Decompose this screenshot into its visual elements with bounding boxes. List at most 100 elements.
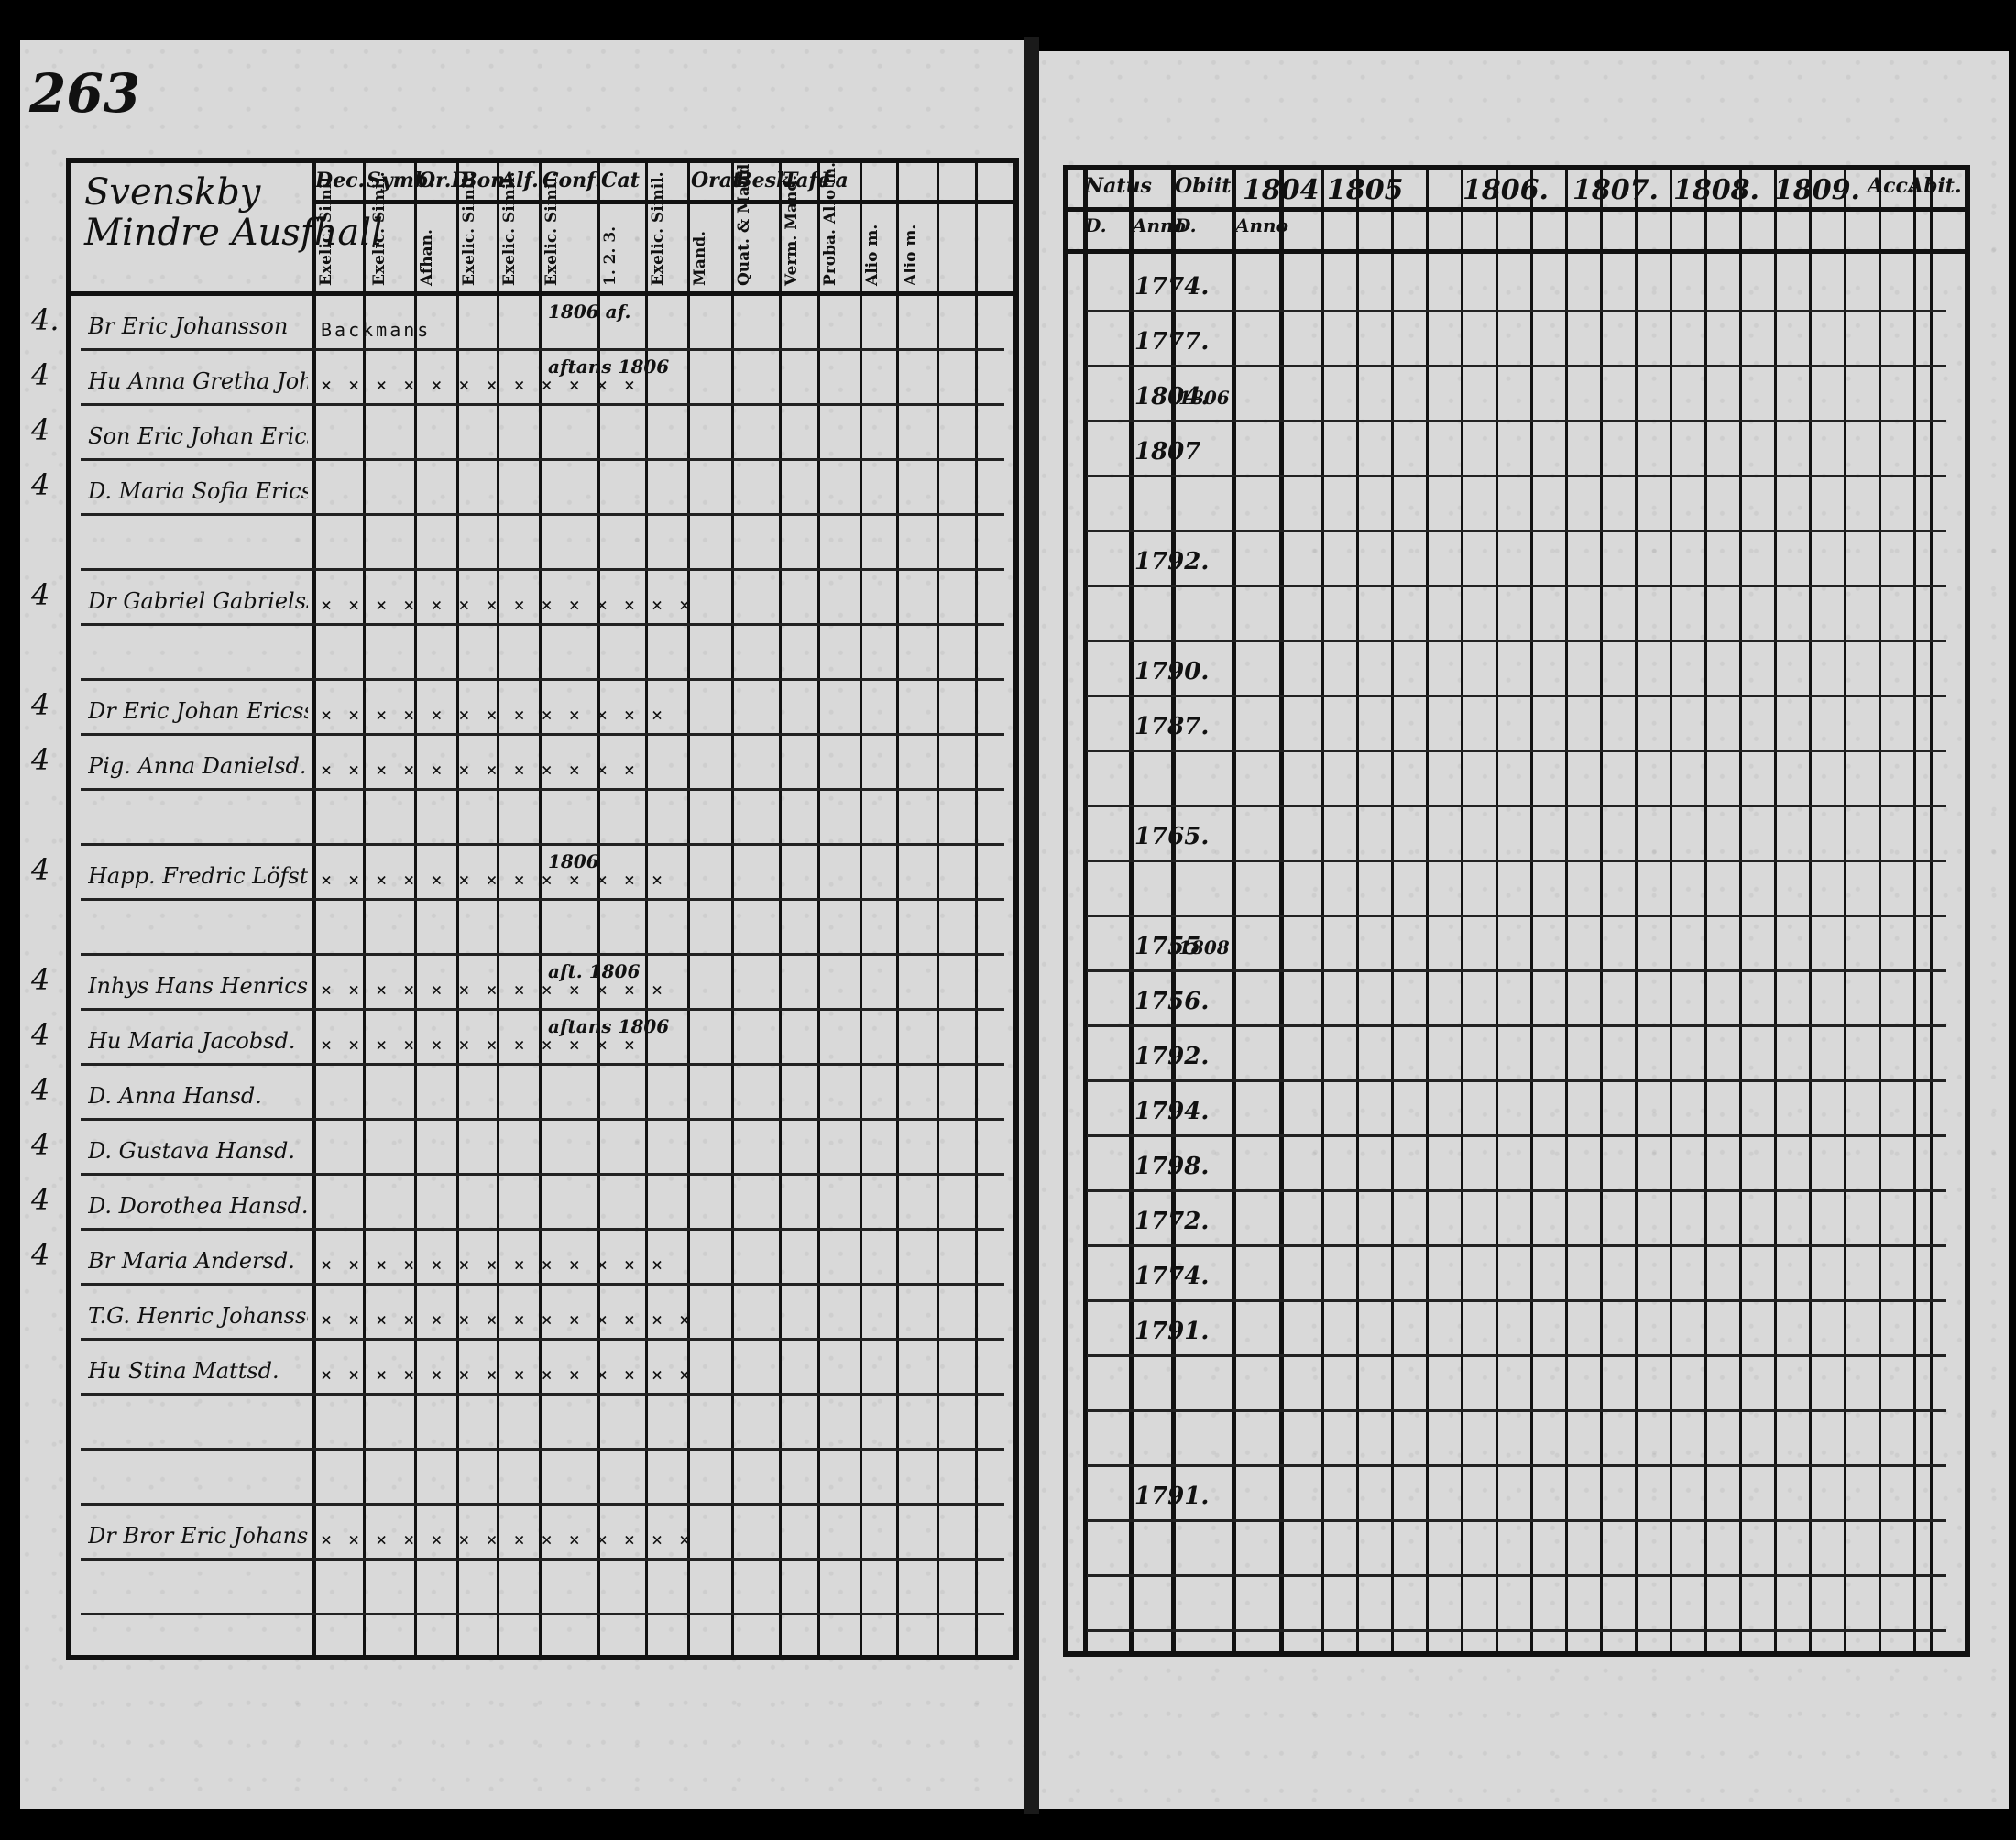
left-column-header: Alf. (500, 169, 539, 192)
left-column-subheader: Verm. Mand. (783, 174, 801, 286)
right-column-header: 1805 (1327, 174, 1404, 206)
right-row-line (1087, 530, 1946, 532)
resident-name: D. Gustava Hansd. (88, 1138, 296, 1164)
left-row-line (81, 733, 1004, 736)
right-row-line (1087, 1574, 1946, 1577)
left-column-subheader: Quat. & Mand. (735, 158, 753, 286)
confirmation-note: 1806 af. (548, 301, 631, 323)
right-column-line (1356, 170, 1359, 1651)
right-row-line (1087, 1409, 1946, 1412)
left-row-line (81, 1338, 1004, 1341)
left-row-line (81, 1393, 1004, 1396)
confirmation-note: aftans 1806 (548, 356, 670, 378)
right-row-line (1087, 1299, 1946, 1302)
attendance-marks: × × × × × × × × × × × × × (321, 869, 666, 891)
birth-year: 1777. (1134, 328, 1210, 356)
birth-year: 1772. (1134, 1208, 1210, 1235)
left-row-line (81, 843, 1004, 846)
right-column-header: 1807. (1572, 174, 1659, 206)
title-line-2: Mindre Ausfhall (84, 212, 383, 254)
resident-name: D. Maria Sofia Ericsd. (88, 478, 308, 504)
left-row-line (81, 1283, 1004, 1286)
attendance-marks: × × × × × × × × × × × × × × (321, 1309, 694, 1331)
left-row-line (81, 348, 1004, 351)
right-column-header: Abit. (1908, 174, 1962, 198)
resident-name: Br Maria Andersd. (88, 1248, 295, 1274)
birth-year: 1798. (1134, 1153, 1210, 1180)
left-column-line (414, 163, 417, 1655)
birth-year: 1774. (1134, 273, 1210, 301)
household-mark: 4 (31, 1017, 50, 1052)
right-column-header: 1809. (1774, 174, 1860, 206)
right-row-line (1087, 1134, 1946, 1137)
left-column-line (896, 163, 899, 1655)
household-mark: 4 (31, 742, 50, 777)
left-column-subheader: Alio m. (902, 224, 920, 286)
left-column-line (539, 163, 542, 1655)
household-mark: 4 (31, 852, 50, 887)
left-header-top-line (312, 200, 1013, 204)
birth-year: 1792. (1134, 548, 1210, 575)
left-column-subheader: 1. 2. 3. (601, 225, 619, 286)
household-mark: 4 (31, 1182, 50, 1217)
left-column-line (456, 163, 459, 1655)
attendance-marks: × × × × × × × × × × × × (321, 374, 638, 396)
left-column-subheader: Alio m. (863, 224, 882, 286)
right-column-line (1461, 170, 1463, 1651)
right-row-line (1087, 860, 1946, 862)
left-column-subheader: Afhan. (418, 229, 436, 286)
resident-name: Hu Stina Mattsd. (88, 1358, 279, 1384)
title-line-1: Svenskby (84, 171, 261, 214)
left-column-line (937, 163, 939, 1655)
left-column-subheader: Mand. (691, 231, 709, 286)
birth-year: 1807 (1134, 438, 1201, 465)
left-column-line (312, 163, 316, 1655)
right-header-top-line (1068, 207, 1965, 212)
left-column-header: Or.D. (418, 169, 476, 192)
household-mark: 4 (31, 467, 50, 502)
household-mark: 4 (31, 687, 50, 722)
attendance-marks: × × × × × × × × × × × × × (321, 704, 666, 726)
right-row-line (1087, 310, 1946, 312)
right-column-line (1391, 170, 1394, 1651)
left-row-line (81, 1613, 1004, 1615)
birth-year: 1787. (1134, 713, 1210, 740)
birth-year: 1791. (1134, 1483, 1210, 1510)
right-column-line (1083, 170, 1088, 1651)
resident-name: Hu Maria Jacobsd. (88, 1028, 296, 1054)
left-column-header: Besk. (735, 169, 797, 192)
right-row-line (1087, 420, 1946, 422)
left-column-line (687, 163, 690, 1655)
left-row-line (81, 898, 1004, 901)
attendance-marks: × × × × × × × × × × × × × (321, 979, 666, 1001)
right-row-line (1087, 1629, 1946, 1632)
confirmation-note: aftans 1806 (548, 1015, 670, 1037)
left-row-line (81, 623, 1004, 626)
left-row-line (81, 678, 1004, 681)
household-mark: 4 (31, 577, 50, 612)
left-column-header: Conf. (542, 169, 602, 192)
left-row-line (81, 513, 1004, 516)
left-column-line (860, 163, 862, 1655)
resident-name: Dr Gabriel Gabrielsson (88, 588, 308, 614)
right-column-line (1844, 170, 1846, 1651)
right-column-line (1913, 170, 1916, 1651)
right-row-line (1087, 1079, 1946, 1082)
birth-year: 1756. (1134, 988, 1210, 1015)
household-mark: 4 (31, 412, 50, 447)
resident-name: Dr Bror Eric Johansson (88, 1523, 308, 1549)
left-column-line (779, 163, 782, 1655)
right-row-line (1087, 695, 1946, 697)
left-row-line (81, 1558, 1004, 1561)
right-row-line (1087, 1464, 1946, 1467)
left-page (20, 40, 1035, 1809)
left-column-line (597, 163, 600, 1655)
right-row-line (1087, 1519, 1946, 1522)
left-column-subheader: Exelic. Simil. (500, 171, 519, 286)
left-row-line (81, 1448, 1004, 1451)
household-mark: 4 (31, 1127, 50, 1162)
resident-name: Happ. Fredric Löfstedt (88, 863, 308, 889)
left-row-line (81, 1503, 1004, 1506)
death-year: 1806 (1178, 387, 1230, 409)
left-column-subheader: Proba. Alio m. (821, 161, 839, 286)
